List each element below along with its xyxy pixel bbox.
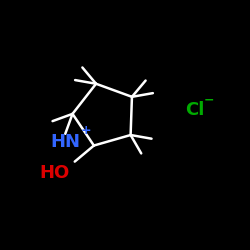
Text: Cl: Cl [185,101,204,119]
Text: +: + [81,124,91,137]
Text: HO: HO [40,164,70,182]
Text: HN: HN [50,133,80,151]
Text: −: − [204,94,214,107]
